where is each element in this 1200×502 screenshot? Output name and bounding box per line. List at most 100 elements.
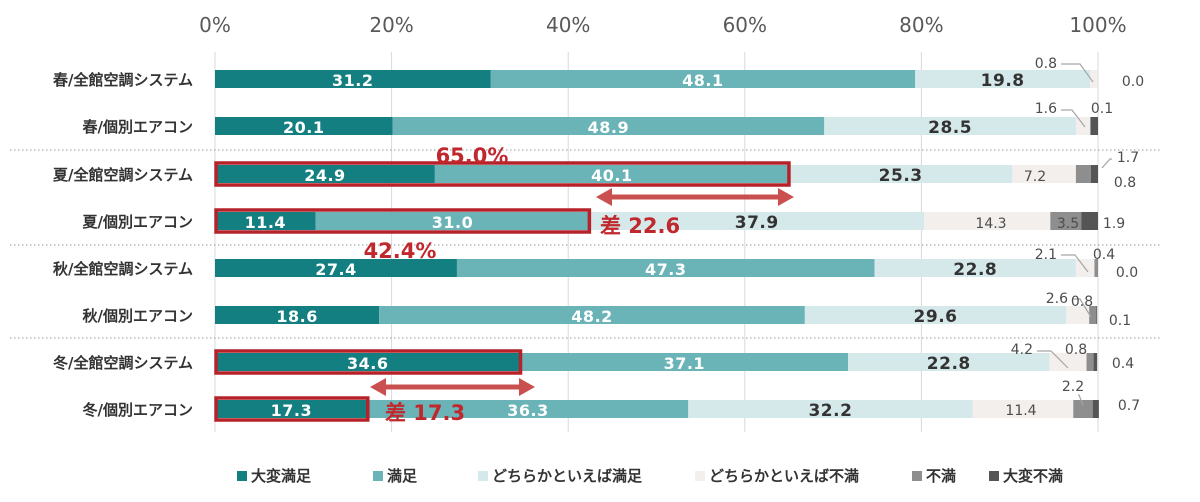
small-data-label: 0.1 — [1109, 313, 1131, 329]
bar-segment — [804, 306, 1067, 324]
highlight-box-winter-central — [214, 349, 523, 375]
bar-segment — [1096, 306, 1098, 324]
category-label: 冬/全館空調システム — [53, 354, 193, 372]
legend-label: 不満 — [926, 467, 956, 485]
small-data-label: 2.1 — [1035, 247, 1057, 263]
bar-segment — [1089, 306, 1097, 324]
bar-segment — [456, 259, 875, 277]
data-label: 34.6 — [347, 354, 388, 373]
small-data-label: 0.0 — [1122, 74, 1144, 90]
data-label: 17.3 — [271, 401, 312, 420]
bar-segment — [490, 70, 916, 88]
legend-label: どちらかといえば満足 — [492, 467, 643, 485]
difference-arrow-summer — [596, 188, 794, 206]
legend-swatch — [478, 471, 488, 481]
arrow-part — [612, 194, 778, 200]
category-label: 冬/個別エアコン — [83, 401, 193, 419]
leader-line — [1078, 394, 1084, 406]
bar-segment — [379, 306, 805, 324]
small-data-label: 2.2 — [1062, 379, 1084, 395]
annotation-pct-summer-central: 65.0% — [436, 144, 509, 168]
bar-segment — [215, 212, 316, 230]
x-tick-label: 40% — [546, 13, 590, 37]
leader-line — [1061, 254, 1089, 273]
category-label: 春/個別エアコン — [83, 118, 193, 136]
small-data-label: 11.4 — [1005, 403, 1036, 419]
bar-segment — [215, 117, 393, 135]
x-tick-label: 80% — [899, 13, 943, 37]
data-label: 36.3 — [507, 401, 548, 420]
small-data-label: 0.0 — [1116, 265, 1138, 281]
bar-segment — [1094, 259, 1098, 277]
data-label: 27.4 — [315, 260, 356, 279]
small-data-label: 0.8 — [1035, 56, 1057, 72]
category-label: 春/全館空調システム — [53, 71, 193, 89]
leader-line — [1072, 298, 1092, 318]
data-label: 48.1 — [682, 71, 723, 90]
small-data-label: 7.2 — [1024, 169, 1046, 185]
bar-segment — [1075, 117, 1091, 135]
bar-segment — [688, 400, 973, 418]
data-label: 11.4 — [245, 213, 286, 232]
highlight-box-summer-central — [214, 161, 791, 187]
data-label: 32.2 — [808, 401, 852, 421]
bar-segment — [392, 117, 825, 135]
data-label: 22.8 — [927, 354, 971, 374]
data-label: 28.5 — [928, 118, 972, 138]
annotation-diff-summer: 差 22.6 — [600, 214, 680, 238]
bar-segment — [1049, 353, 1087, 371]
legend-label: 満足 — [387, 467, 418, 485]
bar-segment — [924, 212, 1051, 230]
small-data-label: 0.8 — [1065, 342, 1087, 358]
bar-segment — [1066, 306, 1090, 324]
bar-segment — [215, 353, 521, 371]
data-label: 31.2 — [332, 71, 373, 90]
data-label: 20.1 — [283, 118, 324, 137]
data-label: 22.8 — [953, 260, 997, 280]
bar-segment — [1081, 212, 1098, 230]
arrow-part — [370, 378, 386, 396]
data-label: 37.9 — [735, 213, 779, 233]
bar-segment — [1012, 165, 1076, 183]
bar-segment — [1050, 212, 1082, 230]
data-label: 48.9 — [588, 118, 629, 137]
bar-segment — [1075, 165, 1091, 183]
legend-label: 大変満足 — [251, 467, 312, 485]
data-label: 47.3 — [645, 260, 686, 279]
bar-segment — [315, 212, 590, 230]
bar-segment — [788, 165, 1013, 183]
bar-segment — [1086, 353, 1094, 371]
bar-segment — [215, 165, 435, 183]
bar-segment — [215, 259, 457, 277]
annotation-diff-winter: 差 17.3 — [385, 401, 465, 425]
x-tick-label: 100% — [1069, 13, 1126, 37]
bar-segment — [589, 212, 925, 230]
legend-swatch — [989, 471, 999, 481]
data-label: 24.9 — [304, 166, 345, 185]
small-data-label: 14.3 — [975, 216, 1006, 232]
category-label: 夏/個別エアコン — [82, 213, 193, 231]
arrow-part — [778, 188, 794, 206]
bar-segment — [1073, 400, 1093, 418]
legend-swatch — [695, 471, 705, 481]
small-data-label: 1.6 — [1035, 101, 1057, 117]
bar-segment — [824, 117, 1076, 135]
bar-segment — [367, 400, 689, 418]
arrow-part — [519, 378, 535, 396]
data-label: 48.2 — [571, 307, 612, 326]
bar-segment — [848, 353, 1050, 371]
data-label: 40.1 — [591, 166, 632, 185]
bar-segment — [520, 353, 849, 371]
data-label: 18.6 — [276, 307, 317, 326]
data-label: 29.6 — [914, 307, 958, 327]
data-label: 19.8 — [981, 71, 1025, 91]
small-data-label: 2.6 — [1046, 291, 1068, 307]
x-tick-label: 60% — [723, 13, 767, 37]
data-label: 37.1 — [664, 354, 705, 373]
category-label: 夏/全館空調システム — [52, 166, 193, 184]
difference-arrow-winter — [370, 378, 535, 396]
small-data-label: 1.9 — [1103, 216, 1125, 232]
legend-swatch — [237, 471, 247, 481]
